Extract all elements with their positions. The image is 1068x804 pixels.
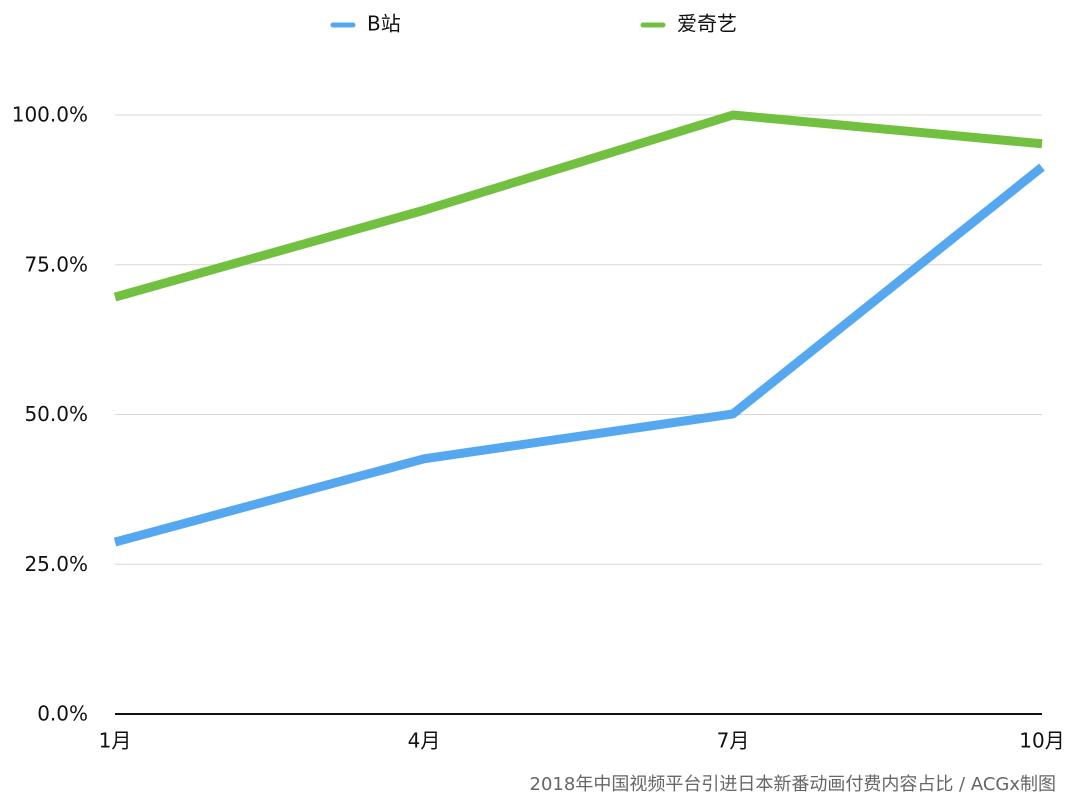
legend-label: 爱奇艺 bbox=[677, 12, 737, 36]
source-note: 2018年中国视频平台引进日本新番动画付费内容占比 / ACGx制图 bbox=[530, 774, 1056, 795]
y-tick-label: 75.0% bbox=[24, 252, 88, 276]
series-line bbox=[113, 110, 1043, 302]
y-tick-label: 50.0% bbox=[24, 402, 88, 426]
y-tick-label: 25.0% bbox=[24, 552, 88, 576]
x-tick-label: 1月 bbox=[99, 729, 132, 753]
series-line bbox=[113, 163, 1045, 547]
x-tick-label: 10月 bbox=[1019, 729, 1064, 753]
y-tick-label: 0.0% bbox=[37, 702, 88, 726]
y-tick-label: 100.0% bbox=[12, 103, 88, 127]
legend-label: B站 bbox=[367, 12, 401, 36]
x-tick-label: 7月 bbox=[717, 729, 750, 753]
x-tick-label: 4月 bbox=[408, 729, 441, 753]
